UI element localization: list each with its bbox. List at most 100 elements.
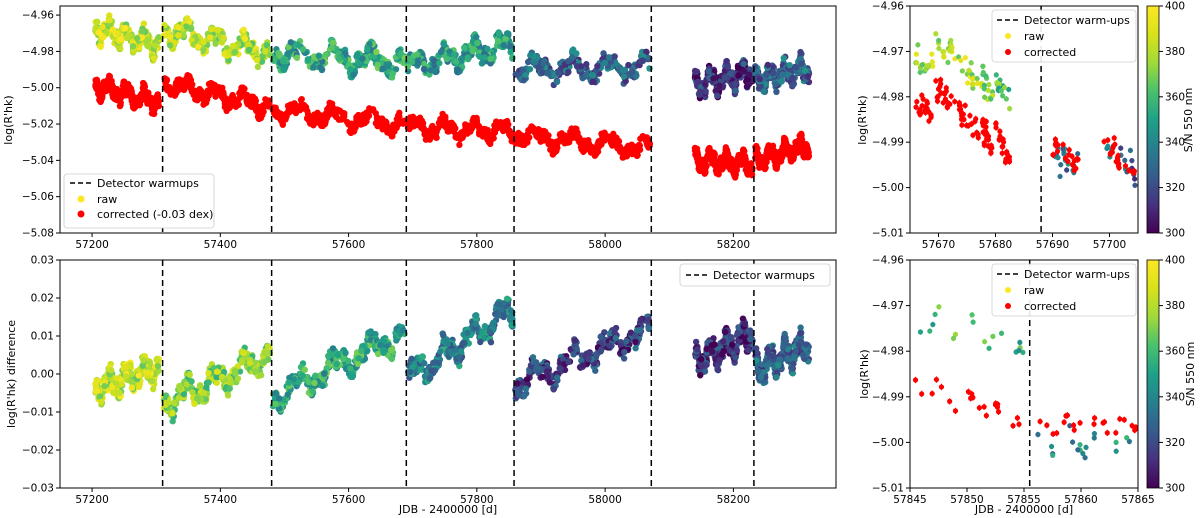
data-point: [312, 372, 319, 379]
data-point: [377, 342, 384, 349]
data-point: [152, 42, 159, 49]
data-point: [714, 92, 721, 99]
data-point: [319, 122, 326, 130]
data-point: [304, 56, 312, 63]
data-point: [207, 84, 215, 91]
data-point: [123, 82, 130, 90]
data-point: [444, 340, 452, 348]
data-point: [196, 382, 204, 389]
x-tick-label: 57800: [460, 239, 493, 251]
data-point: [191, 90, 198, 97]
data-point: [170, 399, 178, 407]
data-point: [778, 78, 785, 85]
data-point: [315, 52, 323, 59]
data-point: [410, 52, 418, 59]
data-point: [135, 383, 143, 391]
data-point: [234, 375, 242, 382]
data-point: [246, 360, 254, 367]
data-point: [319, 58, 326, 65]
data-point: [504, 30, 511, 37]
data-point: [206, 34, 214, 41]
data-point: [601, 59, 608, 66]
data-point: [802, 145, 810, 153]
data-point: [740, 60, 747, 68]
data-point: [106, 16, 113, 24]
data-point: [369, 106, 377, 113]
data-point: [693, 145, 700, 153]
data-point: [334, 351, 342, 359]
data-point: [537, 132, 545, 139]
data-point: [804, 73, 812, 80]
data-point: [527, 52, 534, 59]
data-point: [437, 48, 445, 56]
data-point: [479, 133, 487, 140]
data-point: [121, 364, 129, 371]
data-point: [186, 371, 193, 378]
data-point: [764, 61, 772, 69]
data-point: [271, 400, 279, 408]
bottom_left-segment: [512, 313, 653, 402]
data-point: [705, 145, 713, 153]
data-point: [705, 68, 712, 75]
data-point: [741, 68, 748, 75]
data-point: [129, 104, 137, 111]
data-point: [163, 77, 171, 84]
data-point: [691, 67, 699, 75]
data-point: [555, 69, 562, 77]
data-point: [116, 389, 123, 397]
data-point: [107, 367, 115, 374]
data-point: [257, 371, 265, 379]
data-point: [184, 15, 191, 22]
top_left-segment: [752, 130, 813, 173]
data-point: [464, 54, 471, 61]
data-point: [739, 149, 747, 156]
data-point: [594, 62, 601, 70]
data-point: [697, 84, 705, 91]
data-point: [374, 61, 381, 68]
data-point: [779, 71, 786, 78]
data-point: [421, 128, 428, 136]
data-point: [783, 71, 791, 78]
y-tick-label: −5.06: [22, 191, 54, 203]
data-point: [195, 43, 202, 50]
data-point: [373, 48, 380, 56]
top_left-segment: [752, 48, 813, 96]
data-point: [117, 35, 124, 42]
data-point: [470, 115, 478, 122]
data-point: [464, 329, 471, 337]
data-point: [461, 339, 468, 347]
data-point: [500, 122, 508, 130]
data-point: [252, 368, 259, 375]
data-point: [364, 46, 371, 53]
data-point: [458, 55, 465, 62]
data-point: [487, 60, 494, 67]
data-point: [96, 393, 104, 400]
data-point: [727, 70, 734, 77]
data-point: [309, 388, 316, 395]
data-point: [494, 312, 501, 319]
data-point: [375, 350, 382, 358]
data-point: [131, 94, 139, 101]
data-point: [573, 50, 580, 57]
data-point: [381, 347, 388, 354]
data-point: [313, 116, 321, 124]
data-point: [634, 148, 641, 155]
data-point: [231, 367, 239, 374]
data-point: [213, 379, 221, 386]
data-point: [134, 35, 141, 42]
data-point: [637, 135, 644, 142]
data-point: [383, 122, 391, 129]
data-point: [728, 158, 735, 165]
data-point: [543, 137, 551, 144]
data-point: [146, 359, 154, 367]
data-point: [569, 130, 577, 137]
data-point: [722, 146, 729, 154]
data-point: [165, 399, 172, 406]
data-point: [229, 42, 237, 50]
data-point: [214, 26, 222, 34]
plot-top-left: 57200 57400 57600 57800 58000 58200−4.96−4.98…: [22, 5, 837, 251]
data-point: [573, 125, 580, 133]
data-point: [176, 384, 183, 391]
data-point: [473, 33, 480, 41]
data-point: [540, 59, 547, 66]
